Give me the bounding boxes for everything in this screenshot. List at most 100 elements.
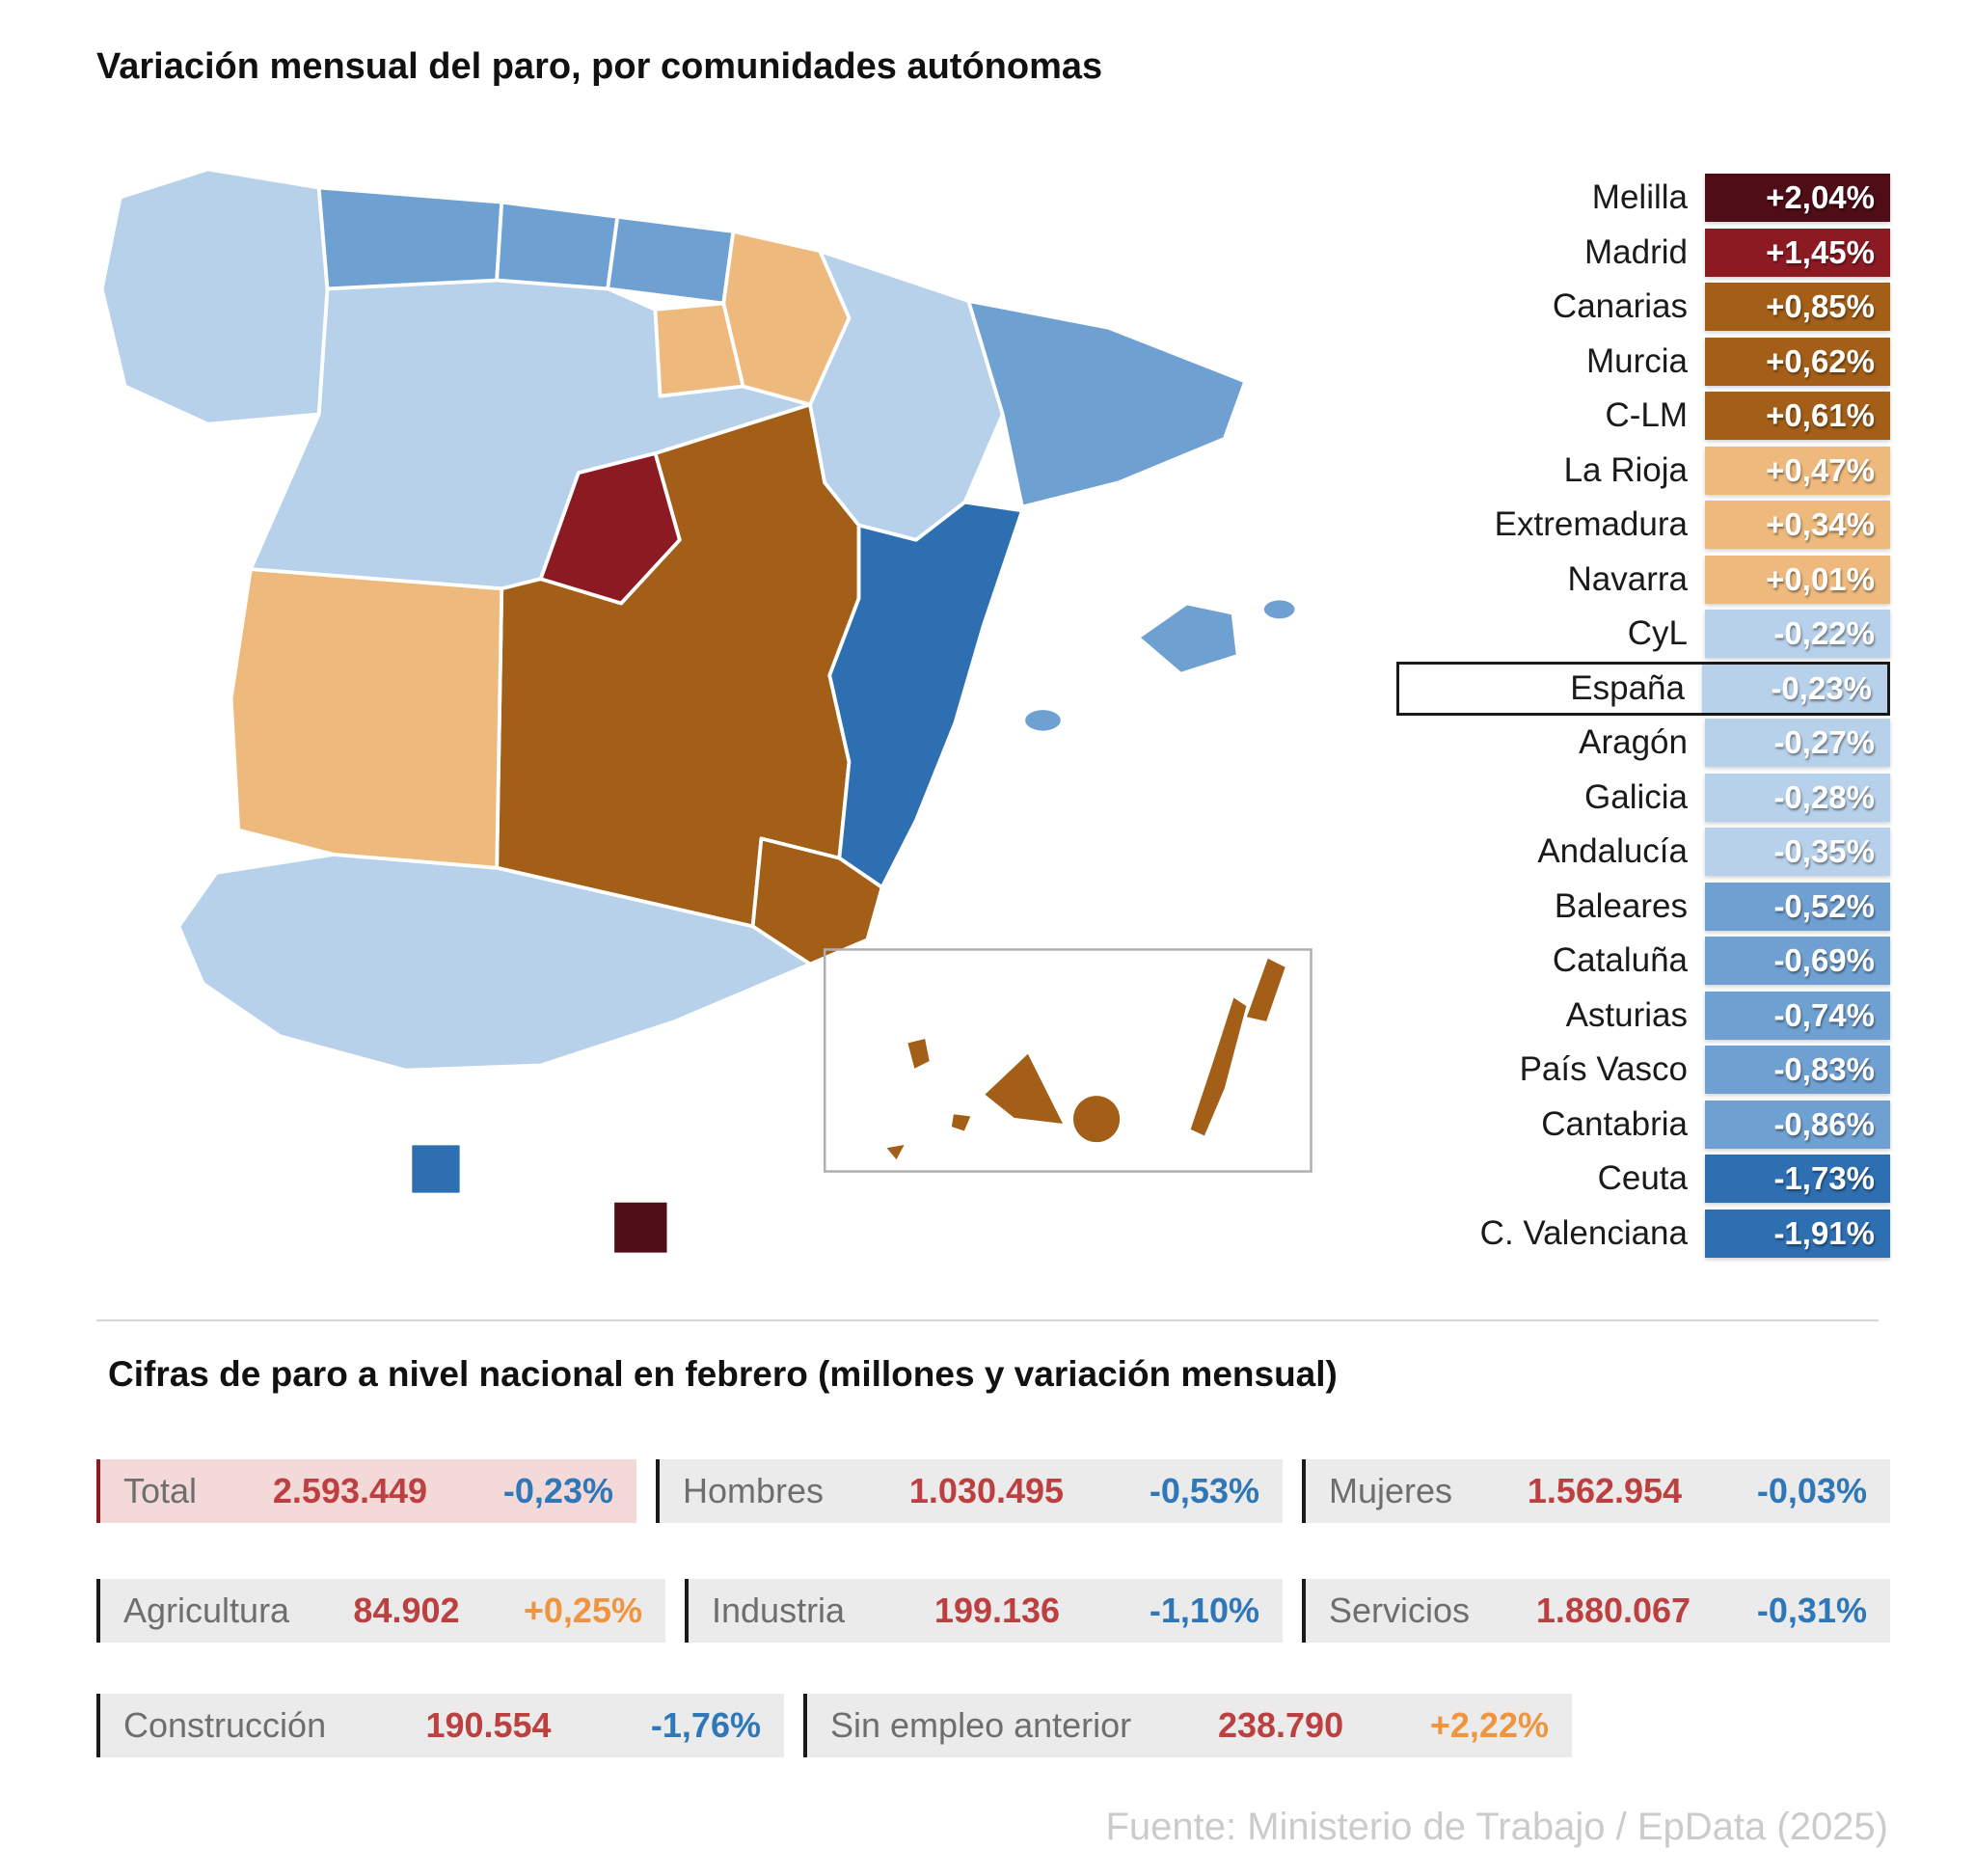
- map-region-melilla: [610, 1198, 671, 1257]
- legend-value-chip: -0,86%: [1705, 1100, 1890, 1149]
- legend-row-cataluna: Cataluña -0,69%: [1396, 934, 1890, 989]
- map-region-baleares-mallorca: [1136, 601, 1240, 676]
- legend-region-label: Andalucía: [1537, 832, 1688, 871]
- stat-label: Mujeres: [1329, 1471, 1453, 1510]
- national-cards-row-1: Total 2.593.449 -0,23% Hombres 1.030.495…: [96, 1459, 1890, 1523]
- legend-row-asturias: Asturias -0,74%: [1396, 989, 1890, 1044]
- stat-label: Construcción: [123, 1705, 327, 1745]
- legend-region-label: C-LM: [1605, 396, 1688, 435]
- stat-number: 84.902: [353, 1591, 460, 1630]
- national-figures-title: Cifras de paro a nivel nacional en febre…: [108, 1354, 1338, 1394]
- legend-region-label: Galicia: [1584, 777, 1688, 816]
- stat-card-construccion: Construcción 190.554 -1,76%: [96, 1694, 784, 1757]
- legend-region-label: Aragón: [1579, 723, 1688, 762]
- map-region-canarias-lanzarote: [1244, 955, 1288, 1024]
- page-title: Variación mensual del paro, por comunida…: [96, 46, 1103, 87]
- legend-row-clm: C-LM +0,61%: [1396, 389, 1890, 444]
- legend-row-ceuta: Ceuta -1,73%: [1396, 1152, 1890, 1207]
- legend-value-chip: -1,73%: [1705, 1155, 1890, 1204]
- legend-value-chip: -0,28%: [1705, 773, 1890, 822]
- legend-value-chip: +0,85%: [1705, 283, 1890, 332]
- legend-value-chip: -0,27%: [1705, 719, 1890, 768]
- legend-region-label: Extremadura: [1494, 505, 1688, 544]
- stat-percent: -0,53%: [1149, 1471, 1259, 1510]
- legend-region-label: CyL: [1627, 614, 1688, 653]
- stat-percent: -0,23%: [502, 1471, 613, 1510]
- map-region-madrid: [538, 451, 682, 606]
- legend-row-cyl: CyL -0,22%: [1396, 607, 1890, 662]
- legend-region-label: Ceuta: [1597, 1159, 1688, 1198]
- stat-label: Sin empleo anterior: [830, 1705, 1132, 1745]
- legend-region-label: Cataluña: [1552, 941, 1688, 980]
- map-region-canarias-fuerteventura: [1187, 994, 1250, 1139]
- legend-value-chip: -0,83%: [1705, 1046, 1890, 1095]
- stat-number: 199.136: [933, 1591, 1061, 1630]
- stat-number: 1.030.495: [908, 1471, 1065, 1510]
- legend-row-murcia: Murcia +0,62%: [1396, 335, 1890, 390]
- legend-row-c-valenciana: C. Valenciana -1,91%: [1396, 1207, 1890, 1262]
- legend-row-pais-vasco: País Vasco -0,83%: [1396, 1043, 1890, 1098]
- stat-number: 238.790: [1217, 1705, 1344, 1745]
- legend-row-madrid: Madrid +1,45%: [1396, 226, 1890, 281]
- map-region-canarias-el-hierro: [882, 1142, 908, 1163]
- legend-row-espana: España -0,23%: [1396, 661, 1890, 716]
- legend-value-chip: -0,35%: [1705, 828, 1890, 877]
- stat-percent: -1,10%: [1149, 1591, 1259, 1630]
- source-credit: Fuente: Ministerio de Trabajo / EpData (…: [1105, 1806, 1888, 1848]
- map-region-extremadura: [229, 567, 504, 870]
- map-region-andalucia: [176, 852, 812, 1073]
- map-region-cataluna: [966, 299, 1248, 509]
- legend-region-label: Madrid: [1584, 232, 1688, 271]
- legend-row-extremadura: Extremadura +0,34%: [1396, 498, 1890, 553]
- stat-number: 1.880.067: [1535, 1591, 1691, 1630]
- national-cards-row-2: Agricultura 84.902 +0,25% Industria 199.…: [96, 1579, 1890, 1643]
- stat-label: Hombres: [683, 1471, 825, 1510]
- stat-card-hombres: Hombres 1.030.495 -0,53%: [656, 1459, 1283, 1523]
- legend-row-melilla: Melilla +2,04%: [1396, 171, 1890, 226]
- map-region-baleares-menorca: [1260, 596, 1299, 623]
- canary-islands-inset-box: [823, 948, 1312, 1173]
- map-region-canarias-la-gomera: [949, 1111, 974, 1134]
- legend-region-label: Baleares: [1554, 886, 1688, 925]
- legend-value-chip: -1,91%: [1705, 1209, 1890, 1258]
- stat-number: 2.593.449: [272, 1471, 428, 1510]
- legend-value-chip: -0,52%: [1705, 882, 1890, 931]
- stat-percent: +0,25%: [523, 1591, 642, 1630]
- legend-value-chip: +0,62%: [1705, 337, 1890, 386]
- stat-percent: +2,22%: [1429, 1705, 1549, 1745]
- legend-region-label: La Rioja: [1563, 450, 1688, 489]
- legend-value-chip: +0,01%: [1705, 555, 1890, 604]
- legend-row-andalucia: Andalucía -0,35%: [1396, 825, 1890, 880]
- legend-region-label: Canarias: [1552, 287, 1688, 326]
- stat-card-industria: Industria 199.136 -1,10%: [685, 1579, 1283, 1643]
- map-region-canarias-tenerife: [982, 1050, 1067, 1127]
- legend-value-chip: +0,47%: [1705, 446, 1890, 495]
- map-region-cantabria: [495, 200, 620, 291]
- legend-region-label: País Vasco: [1519, 1050, 1688, 1089]
- legend-value-chip: -0,23%: [1702, 664, 1887, 713]
- map-region-galicia: [99, 167, 330, 426]
- legend-region-label: España: [1570, 668, 1685, 707]
- legend-region-label: Melilla: [1591, 178, 1688, 217]
- map-region-canarias-gran-canaria: [1070, 1093, 1123, 1145]
- legend-row-canarias: Canarias +0,85%: [1396, 280, 1890, 335]
- legend-row-baleares: Baleares -0,52%: [1396, 880, 1890, 935]
- map-region-c-valenciana: [827, 500, 1024, 889]
- stat-card-mujeres: Mujeres 1.562.954 -0,03%: [1302, 1459, 1890, 1523]
- legend-region-label: Cantabria: [1541, 1104, 1688, 1143]
- map-region-asturias: [316, 185, 504, 291]
- legend-value-chip: -0,69%: [1705, 937, 1890, 986]
- section-divider: [96, 1319, 1879, 1321]
- legend-value-chip: +0,61%: [1705, 392, 1890, 441]
- stat-label: Servicios: [1329, 1591, 1471, 1630]
- stat-label: Agricultura: [123, 1591, 290, 1630]
- map-region-ceuta: [408, 1141, 464, 1197]
- legend-region-label: Navarra: [1567, 559, 1688, 598]
- stat-card-sin-empleo-anterior: Sin empleo anterior 238.790 +2,22%: [803, 1694, 1572, 1757]
- stat-label: Total: [123, 1471, 198, 1510]
- legend-region-label: Asturias: [1565, 995, 1688, 1034]
- legend-region-label: Murcia: [1585, 341, 1688, 380]
- stat-percent: -0,03%: [1756, 1471, 1867, 1510]
- legend-row-navarra: Navarra +0,01%: [1396, 553, 1890, 608]
- map-region-canarias-la-palma: [905, 1036, 933, 1072]
